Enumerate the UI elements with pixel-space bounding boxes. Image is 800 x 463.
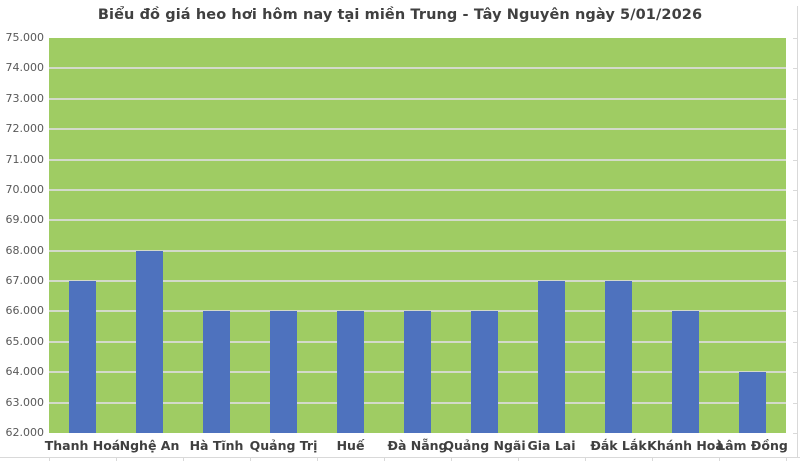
right-axis-tick [793,98,798,100]
gridline [49,280,786,283]
gridline [49,188,786,191]
x-axis-label: Khánh Hoà [647,438,724,453]
right-axis-tick [793,220,798,222]
gridline [49,310,786,313]
x-axis-label: Hà Tĩnh [189,438,244,453]
bottom-axis-tick [250,457,251,461]
bar-lâm-đồng [739,372,766,433]
bottom-axis-tick [384,457,385,461]
right-axis-tick [793,189,798,191]
y-axis-label: 62.000 [5,426,45,439]
bar-đắk-lắk [605,281,632,433]
bar-nghệ-an [136,250,163,433]
right-axis-tick [793,38,798,39]
y-axis-label: 70.000 [5,182,45,196]
y-axis-label: 66.000 [5,304,45,318]
right-axis-tick [793,68,798,70]
y-axis-label: 74.000 [5,61,45,75]
bar-huế [337,311,364,433]
bottom-axis-tick [786,457,787,461]
gridline [49,67,786,70]
bottom-axis-tick [49,457,50,461]
right-axis-tick [793,250,798,252]
gridline [49,158,786,161]
y-axis-label: 63.000 [5,395,45,409]
gridline [49,219,786,222]
right-axis-tick [793,129,798,131]
y-axis-label: 68.000 [5,243,45,257]
gridline [49,249,786,252]
bottom-axis-tick [183,457,184,461]
bottom-axis-tick [317,457,318,461]
y-axis-label: 73.000 [5,91,45,105]
bar-quảng-trị [270,311,297,433]
right-axis-tick [793,311,798,313]
right-axis-tick [793,159,798,161]
right-axis-tick [793,433,798,434]
gridline [49,128,786,131]
x-axis-label: Huế [336,438,365,453]
x-axis-label: Thanh Hoá [44,438,121,453]
bar-hà-tĩnh [203,311,230,433]
y-axis-label: 69.000 [5,213,45,227]
bar-khánh-hoà [672,311,699,433]
bottom-axis-tick [116,457,117,461]
y-axis-label: 65.000 [5,334,45,348]
bar-thanh-hoá [69,281,96,433]
x-axis-label: Gia Lai [527,438,576,453]
y-axis-label: 71.000 [5,152,45,166]
bar-quảng-ngãi [471,311,498,433]
bottom-axis-tick [585,457,586,461]
right-axis-tick [793,402,798,404]
chart-title: Biểu đồ giá heo hơi hôm nay tại miền Tru… [97,7,703,23]
bottom-axis-tick [518,457,519,461]
gridline [49,97,786,100]
y-axis-label: 75.000 [5,31,45,44]
bottom-axis-tick [719,457,720,461]
bottom-axis-tick [451,457,452,461]
right-axis-tick [793,372,798,374]
x-axis-label: Nghệ An [119,438,180,453]
x-axis-label: Quảng Trị [249,438,318,453]
plot-area [49,38,786,433]
x-axis-label: Đà Nẵng [387,438,448,453]
bar-gia-lai [538,281,565,433]
y-axis-label: 64.000 [5,365,45,379]
bottom-axis-tick [652,457,653,461]
x-axis-label: Lâm Đồng [717,438,788,453]
y-axis-label: 67.000 [5,274,45,288]
bottom-axis-line [0,457,800,458]
bar-đà-nẵng [404,311,431,433]
x-axis-label: Quảng Ngãi [443,438,526,453]
right-axis-line [797,6,798,458]
x-axis-label: Đắk Lắk [590,438,647,453]
right-axis-tick [793,281,798,283]
right-axis-tick [793,341,798,343]
y-axis-label: 72.000 [5,122,45,136]
